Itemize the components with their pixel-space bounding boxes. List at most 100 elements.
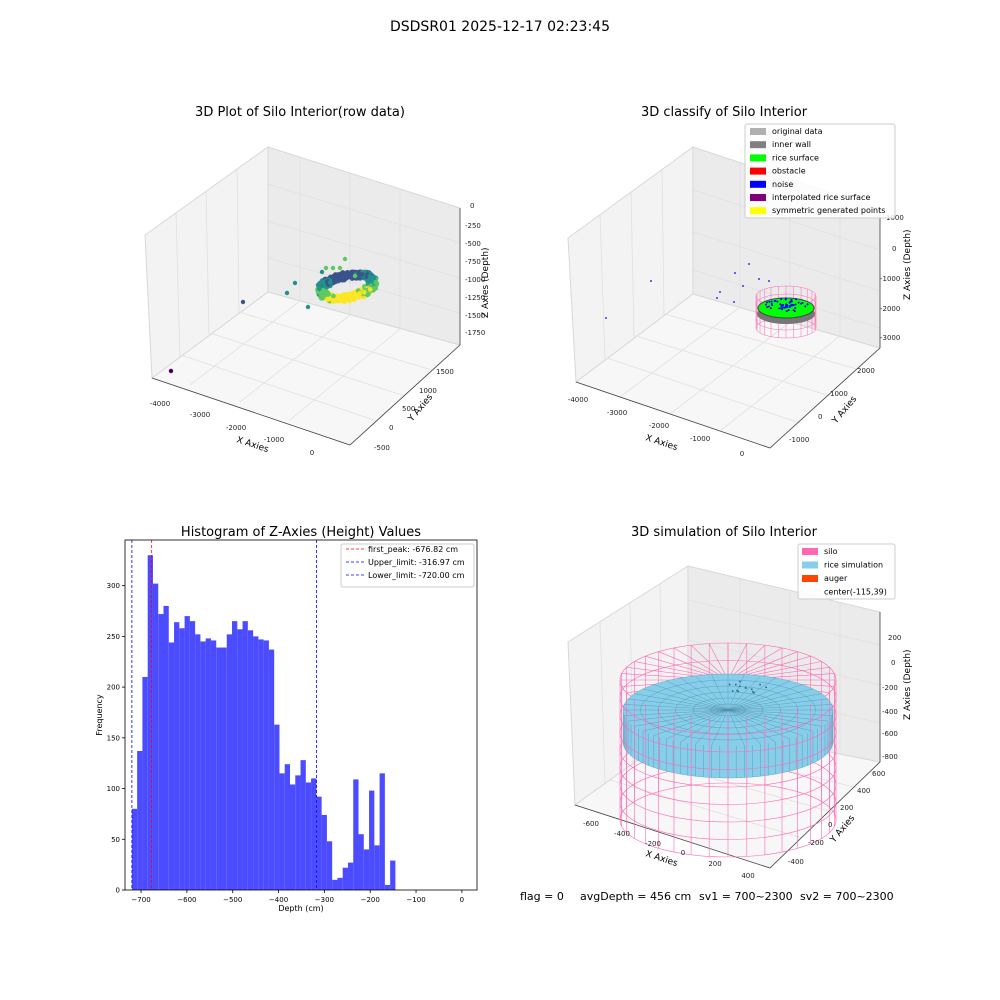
tick-label: -800 (882, 753, 898, 761)
raw-outlier-point (284, 290, 290, 296)
histogram-bar (152, 583, 159, 890)
raw-outlier-point (319, 269, 325, 275)
rice-mesh-line (727, 680, 790, 711)
tick-label: 200 (888, 634, 901, 642)
raw-point (343, 297, 349, 302)
noise-point (766, 306, 769, 309)
y-tick-label: 300 (107, 582, 120, 590)
histogram-bar (290, 784, 296, 890)
tick-label: -600 (583, 820, 599, 828)
tick-label: 200 (708, 860, 721, 868)
y-tick-label: 150 (107, 734, 120, 742)
noise-points (605, 263, 770, 319)
rice-mesh-line (628, 709, 729, 722)
rice-mesh-line (695, 709, 729, 745)
noise-point (742, 285, 744, 287)
auger-point (750, 688, 753, 691)
x-tick-label: −300 (315, 896, 334, 904)
noise-point (780, 298, 783, 301)
histogram-bar (284, 764, 290, 890)
tick-label: -3000 (607, 409, 627, 417)
raw-point (368, 278, 374, 284)
raw-point (373, 280, 379, 285)
panel-histogram: Histogram of Z-Axies (Height) Values −70… (95, 525, 478, 913)
tick-label: 2000 (857, 367, 875, 375)
histogram-bar (210, 640, 217, 890)
tick-label: -200 (882, 684, 898, 692)
raw-point (357, 290, 363, 296)
rice-mesh-line (666, 680, 729, 711)
panel-classify-title: 3D classify of Silo Interior (641, 105, 808, 120)
legend-label: first_peak: -676.82 cm (368, 545, 458, 554)
histogram-bar (168, 642, 175, 890)
rice-mesh-line (727, 698, 828, 711)
histogram-bar (131, 808, 138, 890)
raw-outlier-point (305, 304, 311, 310)
axes-simulation (574, 612, 881, 869)
auger-point (744, 686, 747, 689)
histogram-bar (242, 621, 248, 890)
noise-point (785, 297, 787, 300)
rice-mesh-line (727, 709, 790, 740)
y-ticks: 0 50 100 150 200 250 300 (107, 582, 125, 895)
tick-label: 0 (681, 849, 685, 857)
noise-point (782, 304, 785, 306)
raw-point (339, 298, 344, 304)
rice-mesh-line (727, 709, 761, 745)
raw-point (366, 274, 372, 279)
histogram-bar (305, 782, 312, 890)
noise-point (716, 297, 718, 299)
noise-point (787, 309, 790, 312)
legend-label: silo (824, 547, 838, 556)
histogram-bar (274, 724, 280, 890)
rice-mesh-line (727, 674, 745, 711)
x-tick-label: −100 (406, 896, 425, 904)
tick-label: -500 (374, 444, 390, 452)
x-axis-label: Depth (cm) (278, 904, 323, 913)
legend-label: obstacle (772, 167, 806, 176)
tick-label: -4000 (568, 396, 588, 404)
raw-point-cloud (168, 256, 380, 374)
histogram-bar (247, 630, 254, 890)
tick-label: 0 (892, 245, 896, 253)
auger-point (731, 689, 734, 692)
histogram-bar (316, 796, 322, 890)
raw-point (365, 292, 371, 298)
tick-label: 500 (402, 405, 415, 413)
noise-point (605, 317, 607, 319)
histogram-bar (200, 641, 206, 890)
histogram-bar (379, 773, 385, 890)
histogram-bar (226, 634, 233, 890)
rice-mesh-line (624, 704, 729, 711)
histogram-bar (347, 862, 354, 890)
y-tick-label: 100 (107, 785, 120, 793)
classified-silo (755, 285, 817, 339)
histogram-bar (363, 849, 370, 890)
histogram-bar (311, 778, 317, 890)
panel-raw-3d: 3D Plot of Silo Interior(row data) -4000… (144, 105, 491, 457)
tick-label: -400 (882, 708, 898, 716)
noise-point (792, 303, 795, 306)
noise-point (790, 300, 793, 303)
panel-raw-title: 3D Plot of Silo Interior(row data) (195, 105, 405, 120)
plot-frame (124, 539, 478, 891)
legend-swatch (802, 575, 818, 582)
z-axis-label: Z Axies (Depth) (903, 229, 913, 300)
simulation-title: 3D simulation of Silo Interior (631, 525, 818, 540)
noise-point (806, 303, 809, 306)
raw-point (367, 287, 373, 292)
histogram-bar (237, 629, 243, 890)
noise-point (734, 272, 736, 274)
noise-point (790, 298, 793, 301)
axes-classify (575, 209, 881, 449)
histogram-bar (253, 636, 259, 890)
noise-point (769, 307, 772, 310)
histogram-bar (163, 605, 169, 890)
silo-wireframe-front (619, 680, 837, 858)
tick-label: -1000 (789, 436, 809, 444)
noise-point (788, 301, 791, 304)
tick-label: 0 (891, 659, 895, 667)
rice-surface-disc (757, 297, 815, 319)
tick-label: -200 (808, 839, 824, 847)
histogram-bar (321, 814, 327, 890)
